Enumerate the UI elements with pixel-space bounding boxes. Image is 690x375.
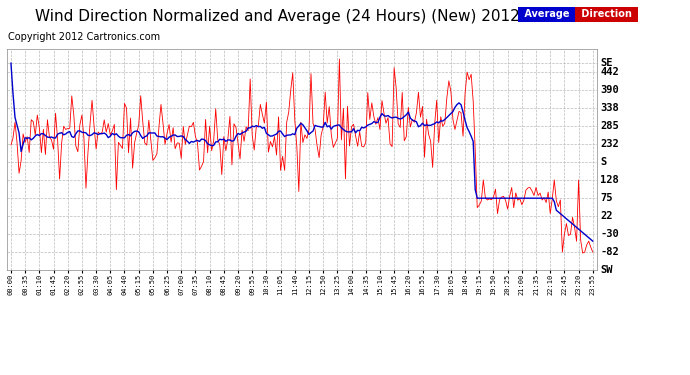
Text: 442: 442 (600, 67, 619, 77)
Text: 128: 128 (600, 175, 619, 185)
Text: 390: 390 (600, 85, 619, 95)
Text: -82: -82 (600, 247, 619, 257)
Text: 232: 232 (600, 139, 619, 149)
Text: Direction: Direction (578, 9, 635, 20)
Text: 338: 338 (600, 103, 619, 113)
Text: SW: SW (600, 265, 613, 275)
Text: Wind Direction Normalized and Average (24 Hours) (New) 20120717: Wind Direction Normalized and Average (2… (35, 9, 558, 24)
Text: Copyright 2012 Cartronics.com: Copyright 2012 Cartronics.com (8, 32, 160, 42)
Text: SE: SE (600, 58, 613, 68)
Text: 75: 75 (600, 193, 613, 203)
Text: S: S (600, 157, 607, 167)
Text: Average: Average (521, 9, 573, 20)
Text: 285: 285 (600, 121, 619, 131)
Text: -30: -30 (600, 229, 619, 239)
Text: 22: 22 (600, 211, 613, 221)
